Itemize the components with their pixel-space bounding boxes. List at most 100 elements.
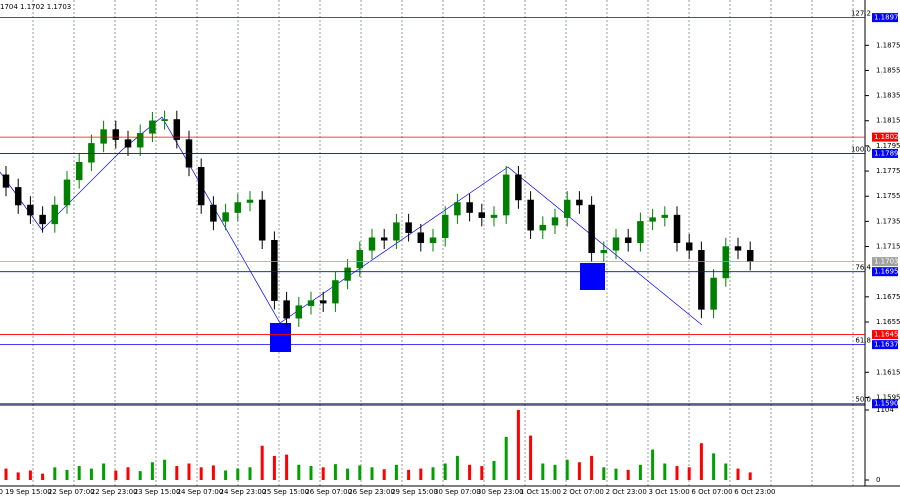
volume-bar <box>175 466 179 480</box>
candle-body <box>246 199 254 203</box>
x-tick-label: 3 Oct 15:00 <box>649 488 690 496</box>
y-tick-label: 1.1795 <box>876 142 900 150</box>
candle-body <box>88 143 95 163</box>
volume-bar <box>468 464 472 480</box>
y-tick-label: 1.1735 <box>876 217 900 225</box>
candle-body <box>136 133 144 148</box>
volume-bar <box>455 455 459 480</box>
level-name: 50.0 <box>855 396 871 404</box>
volume-bar <box>699 443 703 480</box>
candle-body <box>51 204 59 225</box>
y-tick-label: 1.1815 <box>876 117 900 125</box>
candle-body <box>417 232 425 243</box>
volume-bar <box>504 436 508 480</box>
candle-body <box>454 202 461 216</box>
candle-body <box>332 280 339 304</box>
y-tick-label: 1.1615 <box>876 368 900 376</box>
volume-bar <box>138 471 142 480</box>
candle-body <box>576 199 583 206</box>
candle-body <box>234 202 242 213</box>
candle-body <box>527 199 534 231</box>
volume-bar <box>541 463 545 480</box>
volume-bar <box>394 464 398 480</box>
volume-bar <box>163 459 167 480</box>
volume-bar <box>370 467 374 480</box>
volume-bar <box>89 468 93 480</box>
candle-body <box>515 174 522 201</box>
x-tick-label: 19 Sep 15:00 <box>5 488 52 496</box>
x-tick-label: 25 Sep 15:00 <box>262 488 309 496</box>
volume-bar <box>309 466 313 480</box>
candle-body <box>210 204 217 222</box>
volume-tick-label: 1104 <box>876 406 894 414</box>
candle-body <box>441 214 449 238</box>
x-tick-label: 2 Oct 07:00 <box>563 488 604 496</box>
candle-body <box>612 237 620 251</box>
x-tick-label: 26 Sep 23:00 <box>348 488 395 496</box>
candle-body <box>283 300 290 319</box>
candle-body <box>2 174 10 188</box>
y-tick-label: 1.1675 <box>876 293 900 301</box>
level-name: 100.0 <box>851 145 871 153</box>
volume-bar <box>529 435 533 480</box>
price-box-label: 1.1590 <box>874 400 899 408</box>
volume-bar <box>663 463 667 480</box>
candle-body <box>600 250 608 254</box>
candle-body <box>673 214 681 243</box>
volume-bar <box>480 466 484 480</box>
candle-body <box>112 129 120 140</box>
candle-body <box>295 305 303 319</box>
candle-body <box>197 167 205 206</box>
volume-bar <box>382 469 386 480</box>
volume-bar <box>16 472 20 480</box>
x-tick-label: 22 Sep 07:00 <box>48 488 95 496</box>
y-tick-label: 1.1595 <box>876 393 900 401</box>
candle-body <box>746 250 754 262</box>
price-box-label: 1.1637 <box>874 341 899 349</box>
x-tick-label: 30 Sep 07:00 <box>434 488 481 496</box>
price-box-label: 1.1789 <box>874 149 899 157</box>
volume-bar <box>577 462 581 480</box>
candle-body <box>637 221 644 243</box>
x-tick-label: 24 Sep 23:00 <box>220 488 267 496</box>
volume-bar <box>724 463 728 480</box>
volume-bar <box>358 465 362 480</box>
candle-body <box>539 224 547 231</box>
candle-body <box>490 214 498 218</box>
volume-bar <box>565 459 569 480</box>
volume-bar <box>297 464 301 480</box>
candle-body <box>258 199 266 241</box>
candle-body <box>588 204 595 254</box>
level-name: 61.8 <box>855 337 871 345</box>
zigzag-trendline <box>0 116 703 326</box>
volume-bar <box>126 467 130 480</box>
candle-body <box>563 199 571 218</box>
volume-bar <box>516 410 520 480</box>
volume-bar <box>53 467 57 480</box>
volume-bar <box>748 472 752 480</box>
candle-body <box>100 129 107 144</box>
x-tick-label: 26 Sep 07:00 <box>305 488 352 496</box>
marker-box <box>270 323 291 352</box>
price-box <box>872 399 898 409</box>
candle-body <box>698 250 705 310</box>
volume-bar <box>651 449 655 480</box>
volume-bar <box>224 470 228 480</box>
candle-body <box>124 139 132 148</box>
level-name: 76.4 <box>855 264 871 272</box>
x-tick-label: 30 Sep 23:00 <box>477 488 524 496</box>
y-tick-label: 1.1715 <box>876 243 900 251</box>
y-tick-label: 1.1775 <box>876 167 900 175</box>
candle-body <box>307 300 315 306</box>
x-tick-label: 1 Oct 15:00 <box>520 488 561 496</box>
volume-bar <box>77 466 81 480</box>
candle-body <box>271 239 278 301</box>
y-tick-label: 1.1875 <box>876 41 900 49</box>
x-tick-label: 6 Oct 23:00 <box>734 488 775 496</box>
volume-bar <box>407 469 411 480</box>
price-box <box>872 340 898 350</box>
volume-bar <box>626 469 630 480</box>
candle-body <box>344 267 351 281</box>
volume-bar <box>443 463 447 480</box>
